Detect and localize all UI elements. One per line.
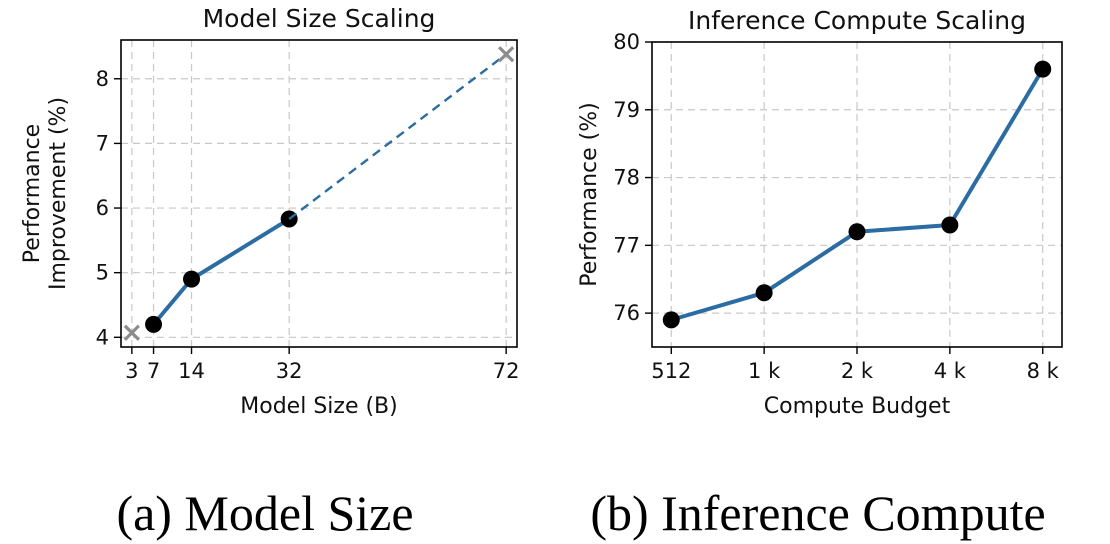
x-tick-label: 8 k xyxy=(1027,359,1060,383)
y-tick-label: 79 xyxy=(613,98,640,122)
x-tick-label: 2 k xyxy=(841,359,874,383)
plot-frame xyxy=(120,39,518,348)
data-point xyxy=(941,216,959,234)
extrapolated-point xyxy=(498,46,515,63)
data-point xyxy=(1034,60,1052,78)
y-tick-label: 8 xyxy=(96,67,109,91)
data-point xyxy=(848,223,866,241)
series-line xyxy=(152,217,291,326)
chart-title: Model Size Scaling xyxy=(203,4,436,33)
chart-title: Inference Compute Scaling xyxy=(688,6,1026,35)
x-axis-label: Compute Budget xyxy=(764,394,951,419)
series-line-dashed xyxy=(288,53,507,220)
x-tick-label: 72 xyxy=(493,359,520,383)
data-point xyxy=(755,284,773,302)
y-tick-label: 80 xyxy=(613,30,640,54)
x-tick-label: 3 xyxy=(125,359,138,383)
caption-b: (b) Inference Compute xyxy=(590,485,1045,541)
x-tick-label: 32 xyxy=(276,359,303,383)
x-tick-label: 14 xyxy=(178,359,205,383)
x-tick-label: 4 k xyxy=(934,359,967,383)
extrapolated-point xyxy=(123,324,140,341)
data-point xyxy=(662,311,680,329)
x-tick-label: 1 k xyxy=(748,359,781,383)
y-axis-label: Performance xyxy=(20,124,45,263)
y-axis-label: Performance (%) xyxy=(577,102,602,286)
y-tick-label: 5 xyxy=(96,261,109,285)
data-point xyxy=(183,270,201,288)
x-axis-label: Model Size (B) xyxy=(240,394,397,419)
y-tick-label: 6 xyxy=(96,196,109,220)
panel-inference-compute: 512 1 k 2 k 4 k 8 k 76 77 78 79 80 Inference Compu… xyxy=(577,6,1063,419)
plot-frame xyxy=(651,41,1063,348)
y-axis-label: Improvement (%) xyxy=(46,97,71,290)
caption-a: (a) Model Size xyxy=(116,485,413,541)
data-point xyxy=(145,315,163,333)
y-tick-label: 4 xyxy=(96,325,109,349)
y-tick-label: 76 xyxy=(613,301,640,325)
y-tick-label: 77 xyxy=(613,233,640,257)
y-tick-label: 7 xyxy=(96,131,109,155)
y-tick-label: 78 xyxy=(613,166,640,190)
x-tick-label: 7 xyxy=(147,359,160,383)
x-tick-label: 512 xyxy=(651,359,691,383)
